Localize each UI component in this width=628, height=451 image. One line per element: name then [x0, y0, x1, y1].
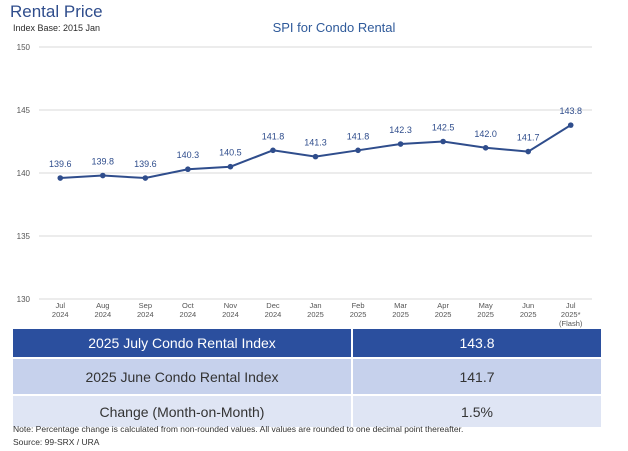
data-point — [525, 149, 531, 155]
x-tick-label: Aug — [96, 301, 109, 310]
summary-label: 2025 July Condo Rental Index — [13, 329, 352, 358]
data-label: 142.3 — [389, 125, 412, 135]
x-tick-label: 2025 — [350, 310, 367, 319]
x-tick-label: 2025 — [392, 310, 409, 319]
data-point — [57, 175, 63, 181]
x-tick-label: Jul — [566, 301, 576, 310]
data-label: 141.8 — [347, 131, 370, 141]
x-tick-label: Mar — [394, 301, 407, 310]
x-tick-label: 2024 — [180, 310, 197, 319]
x-tick-label: 2025 — [520, 310, 537, 319]
y-tick-label: 140 — [17, 169, 31, 178]
x-tick-label: (Flash) — [559, 319, 583, 328]
data-point — [355, 148, 361, 154]
data-point — [100, 173, 106, 179]
data-point — [440, 139, 446, 145]
data-label: 142.0 — [474, 129, 497, 139]
x-tick-label: 2025 — [477, 310, 494, 319]
data-label: 142.5 — [432, 123, 455, 133]
x-tick-label: Nov — [224, 301, 238, 310]
x-tick-label: Jul — [55, 301, 65, 310]
x-tick-label: Jun — [522, 301, 534, 310]
y-tick-label: 150 — [17, 43, 31, 52]
x-tick-label: Apr — [437, 301, 449, 310]
x-tick-label: 2025 — [435, 310, 452, 319]
x-tick-label: 2024 — [222, 310, 239, 319]
data-label: 141.7 — [517, 133, 540, 143]
summary-label: 2025 June Condo Rental Index — [13, 358, 352, 395]
x-tick-label: 2025 — [307, 310, 324, 319]
x-tick-label: Dec — [266, 301, 280, 310]
x-tick-label: 2024 — [52, 310, 69, 319]
data-label: 141.3 — [304, 138, 327, 148]
data-label: 140.3 — [177, 150, 200, 160]
data-point — [270, 148, 276, 154]
x-tick-label: 2024 — [265, 310, 282, 319]
summary-row-july: 2025 July Condo Rental Index 143.8 — [13, 329, 601, 358]
x-tick-label: Oct — [182, 301, 195, 310]
y-tick-label: 130 — [17, 295, 31, 304]
data-point — [398, 141, 404, 147]
x-tick-label: 2025* — [561, 310, 581, 319]
summary-value: 141.7 — [352, 358, 601, 395]
data-label: 139.6 — [49, 159, 72, 169]
x-tick-label: Jan — [309, 301, 321, 310]
y-tick-label: 135 — [17, 232, 31, 241]
data-label: 139.6 — [134, 159, 157, 169]
data-label: 143.8 — [559, 106, 582, 116]
x-tick-label: 2024 — [94, 310, 111, 319]
x-tick-label: May — [479, 301, 493, 310]
y-tick-label: 145 — [17, 106, 31, 115]
summary-row-june: 2025 June Condo Rental Index 141.7 — [13, 358, 601, 395]
data-point — [483, 145, 489, 151]
x-tick-label: 2024 — [137, 310, 154, 319]
data-label: 140.5 — [219, 148, 242, 158]
footnote: Note: Percentage change is calculated fr… — [13, 424, 463, 434]
summary-table: 2025 July Condo Rental Index 143.8 2025 … — [13, 329, 601, 429]
line-chart: 130135140145150Jul2024Aug2024Sep2024Oct2… — [0, 0, 628, 330]
x-tick-label: Sep — [139, 301, 152, 310]
source-line: Source: 99-SRX / URA — [13, 437, 99, 447]
data-label: 141.8 — [262, 131, 285, 141]
data-point — [228, 164, 234, 170]
data-point — [143, 175, 149, 181]
data-point — [568, 122, 574, 128]
x-tick-label: Feb — [352, 301, 365, 310]
data-label: 139.8 — [92, 157, 115, 167]
data-point — [185, 166, 191, 172]
summary-value: 143.8 — [352, 329, 601, 358]
data-point — [313, 154, 319, 160]
